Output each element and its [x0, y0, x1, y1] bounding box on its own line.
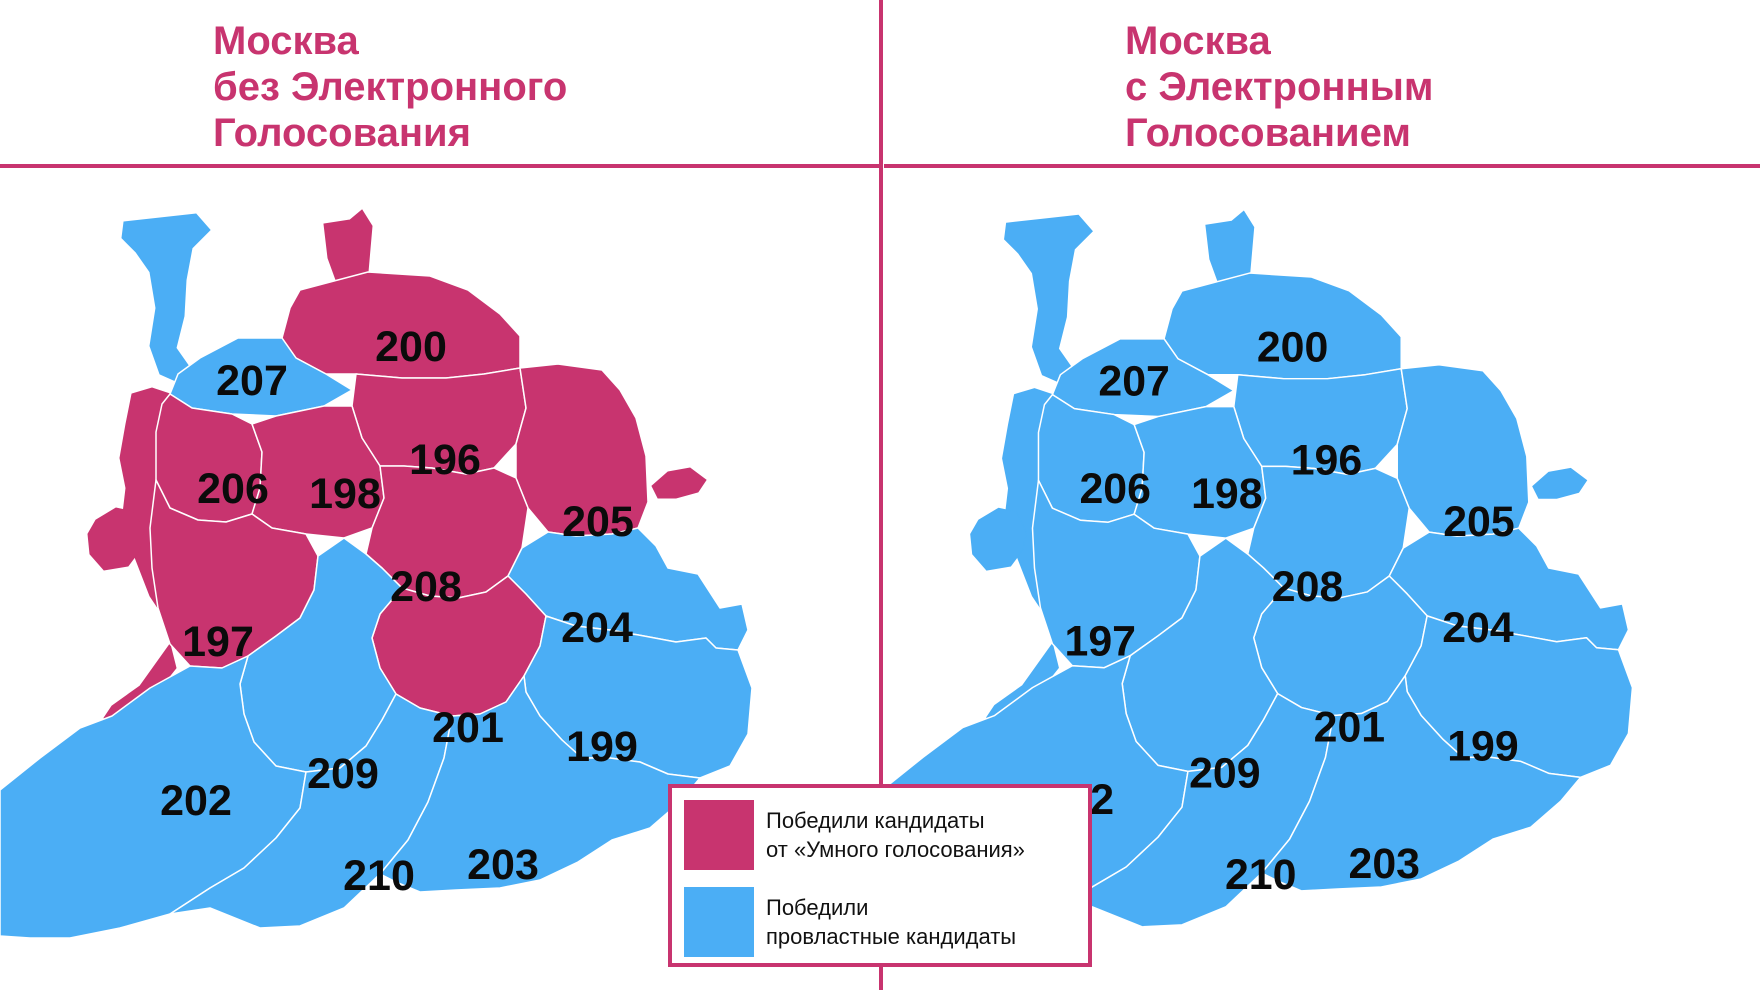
left-moscow-map: 200 207 196 206 198 205 208 204 197 201 199 209 202 2… — [0, 209, 753, 939]
district-196-label: 196 — [409, 436, 481, 484]
left-title-line-1: Москва — [213, 19, 359, 63]
district-206-exclave — [970, 507, 1028, 571]
district-206-label: 206 — [197, 465, 269, 513]
district-197-label: 197 — [1065, 618, 1136, 666]
legend-item-pro-government: Победили провластные кандидаты — [684, 887, 1084, 957]
district-202-label: 202 — [160, 777, 232, 825]
district-210-label: 210 — [343, 852, 415, 900]
district-199-label: 199 — [1447, 722, 1518, 770]
right-title-line-1: Москва — [1125, 19, 1271, 63]
district-205-exclave — [651, 467, 707, 499]
right-map-title: Москва с Электронным Голосованием — [1125, 18, 1434, 156]
district-204-label: 204 — [1442, 604, 1514, 652]
legend-label-line: Победили кандидаты — [766, 808, 985, 833]
district-200-exclave — [323, 209, 373, 281]
legend-label-pro-government: Победили провластные кандидаты — [766, 893, 1086, 951]
district-208-label: 208 — [390, 563, 462, 611]
map-legend: Победили кандидаты от «Умного голосовани… — [668, 784, 1092, 967]
district-206-label: 206 — [1079, 465, 1150, 513]
district-210-label: 210 — [1225, 851, 1296, 899]
district-198-label: 198 — [309, 470, 381, 518]
legend-label-line: от «Умного голосования» — [766, 837, 1025, 862]
district-209-label: 209 — [1189, 749, 1260, 797]
center-vertical-divider — [879, 0, 883, 990]
district-207-label: 207 — [1098, 358, 1169, 406]
district-200-exclave — [1205, 210, 1255, 282]
district-203-label: 203 — [1349, 840, 1420, 888]
district-199-label: 199 — [566, 723, 638, 771]
district-198-label: 198 — [1191, 470, 1262, 518]
district-201-label: 201 — [432, 704, 504, 752]
district-196-label: 196 — [1291, 436, 1362, 484]
district-202-area — [0, 655, 307, 939]
district-206-exclave — [87, 507, 145, 571]
legend-label-line: провластные кандидаты — [766, 924, 1017, 949]
district-200-label: 200 — [375, 323, 447, 371]
district-201-label: 201 — [1314, 703, 1385, 751]
district-197-label: 197 — [182, 618, 254, 666]
district-207-label: 207 — [216, 357, 288, 405]
right-title-line-3: Голосованием — [1125, 111, 1411, 155]
district-205-label: 205 — [562, 498, 634, 546]
district-203-label: 203 — [467, 841, 539, 889]
district-205-exclave — [1532, 467, 1588, 499]
district-207-exclave — [121, 213, 211, 383]
legend-swatch-smart-voting — [684, 800, 754, 870]
left-map-title: Москва без Электронного Голосования — [213, 18, 567, 156]
left-title-line-3: Голосования — [213, 111, 471, 155]
left-title-line-2: без Электронного — [213, 65, 568, 109]
legend-label-smart-voting: Победили кандидаты от «Умного голосовани… — [766, 806, 1086, 864]
district-209-label: 209 — [307, 750, 379, 798]
district-203-area — [379, 675, 701, 893]
legend-label-line: Победили — [766, 895, 869, 920]
legend-swatch-pro-government — [684, 887, 754, 957]
district-204-label: 204 — [561, 604, 633, 652]
district-200-label: 200 — [1257, 324, 1328, 372]
district-205-label: 205 — [1443, 498, 1514, 546]
district-203-area — [1260, 674, 1582, 892]
right-title-line-2: с Электронным — [1125, 65, 1434, 109]
left-header-divider — [0, 164, 880, 168]
legend-item-smart-voting: Победили кандидаты от «Умного голосовани… — [684, 800, 1084, 870]
district-208-label: 208 — [1272, 563, 1343, 611]
right-header-divider — [884, 164, 1760, 168]
district-207-exclave — [1004, 214, 1093, 384]
